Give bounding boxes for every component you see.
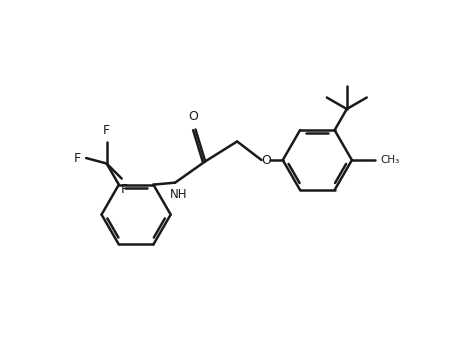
Text: O: O	[261, 154, 271, 167]
Text: NH: NH	[170, 188, 188, 201]
Text: F: F	[103, 124, 110, 137]
Text: F: F	[74, 152, 81, 165]
Text: O: O	[188, 110, 198, 123]
Text: F: F	[120, 183, 127, 196]
Text: CH₃: CH₃	[380, 155, 400, 165]
